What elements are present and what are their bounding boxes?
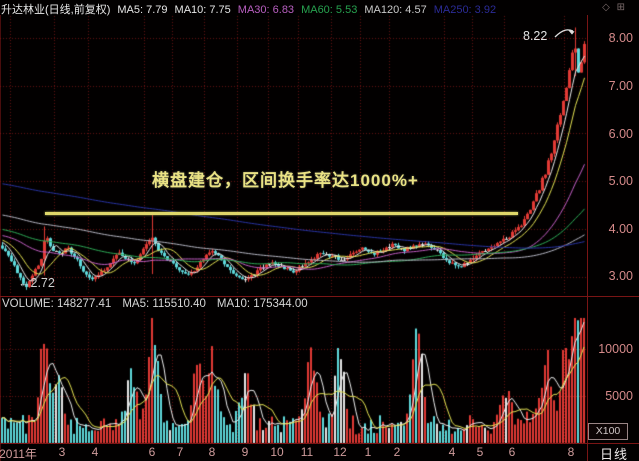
left-border-line: [0, 15, 1, 461]
ma60-legend: MA60: 5.53: [301, 4, 358, 16]
time-tick: 10: [270, 445, 284, 459]
price-tick-5: 5.00: [608, 174, 633, 188]
peak-price-label: 8.22: [523, 29, 548, 43]
volume-multiplier-badge: X100: [588, 423, 628, 440]
time-axis: 2011年 3 4 6 7 8 9 10 11 12 1 2 4 5 6 8: [0, 445, 639, 461]
time-tick: 4: [91, 445, 99, 459]
time-tick: 11: [300, 445, 314, 459]
time-tick: 2: [393, 445, 401, 459]
chart-header: 升达林业(日线,前复权) MA5: 7.79 MA10: 7.75 MA30: 6.8…: [1, 1, 503, 17]
right-border-line: [587, 15, 588, 461]
time-tick: 6: [508, 445, 516, 459]
time-tick: 3: [58, 445, 66, 459]
price-tick-3: 3.00: [608, 269, 633, 283]
price-tick-6: 6.00: [608, 127, 633, 141]
price-tick-7: 7.00: [608, 79, 633, 93]
volume-tick-10000: 10000: [598, 342, 633, 356]
axis-divider-line: [0, 443, 639, 444]
ma250-legend: MA250: 3.92: [433, 4, 497, 16]
price-tick-4: 4.00: [608, 222, 633, 236]
ma5-legend: MA5: 7.79: [117, 4, 168, 16]
time-tick: 7: [176, 445, 184, 459]
time-tick: 8: [208, 445, 216, 459]
time-tick: 5: [476, 445, 484, 459]
time-tick: 9: [241, 445, 249, 459]
annotation-text: 横盘建仓，区间换手率达1000%+: [152, 171, 419, 190]
low-price-label: ←2.72: [18, 276, 55, 290]
ma10-legend: MA10: 7.75: [174, 4, 231, 16]
price-tick-8: 8.00: [608, 31, 633, 45]
window-control-icons[interactable]: ◇ ⊞: [602, 2, 627, 13]
time-tick: 1: [364, 445, 372, 459]
ma120-legend: MA120: 4.57: [364, 4, 427, 16]
volume-value: VOLUME: 148277.41: [2, 298, 112, 310]
peak-arrow-icon: [554, 29, 575, 38]
volume-ma10: MA10: 175344.00: [216, 298, 308, 310]
accumulation-range-line: [45, 212, 518, 215]
time-tick: 6: [148, 445, 156, 459]
period-label[interactable]: 日线: [600, 447, 629, 461]
volume-header: VOLUME: 148277.41 MA5: 115510.40 MA10: 175…: [2, 298, 319, 310]
time-tick: 4: [448, 445, 456, 459]
time-tick: 2011年: [0, 447, 37, 461]
time-tick: 12: [333, 445, 347, 459]
panel-divider-line: [0, 296, 639, 297]
ma30-legend: MA30: 6.83: [237, 4, 295, 16]
time-tick: 8: [567, 445, 575, 459]
stock-title: 升达林业(日线,前复权): [1, 4, 111, 16]
volume-ma5: MA5: 115510.40: [122, 298, 206, 310]
volume-tick-5000: 5000: [605, 389, 633, 403]
